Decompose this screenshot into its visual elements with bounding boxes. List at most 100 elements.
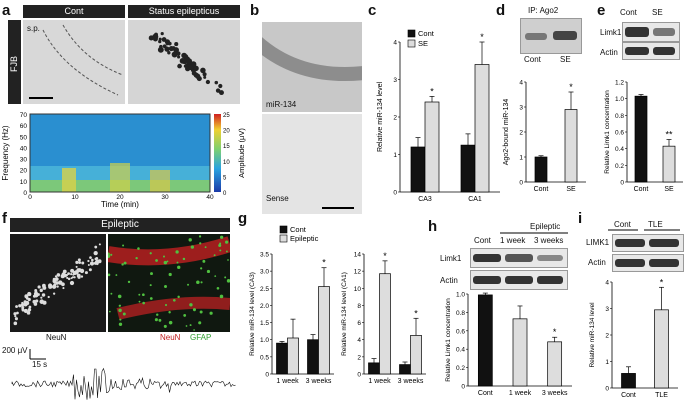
category-label: 1 week xyxy=(276,378,299,385)
chart-h: 0 0.2 0.4 0.6 0.8 1.0 Relative Limk1 concentra… xyxy=(445,292,572,397)
fjb-cont-image: s.p. xyxy=(23,20,125,104)
d-blot-cat-1: SE xyxy=(560,55,571,64)
significance-mark: * xyxy=(569,82,573,92)
panel-label-b: b xyxy=(250,2,260,19)
spec-ytick: 60 xyxy=(20,123,28,130)
ytick-label: 12 xyxy=(354,269,362,276)
i-blot-cat-0: Cont xyxy=(614,220,631,229)
bar xyxy=(379,273,391,375)
fjb-label: FJB xyxy=(9,55,19,72)
legend-swatch xyxy=(279,225,288,234)
y-axis-label: Ago2-bound miR-134 xyxy=(503,99,510,166)
e-actin-blot xyxy=(622,42,680,60)
ytick-label: 2 xyxy=(393,115,397,122)
spec-ylabel: Frequency (Hz) xyxy=(1,125,10,180)
bar xyxy=(368,362,380,375)
category-label: SE xyxy=(664,186,674,193)
spectrogram-panel: 0 10 20 30 40 50 60 70 0 10 20 30 40 0 5 10 15 20 25 Tim… xyxy=(0,108,250,210)
spec-ytick: 10 xyxy=(20,179,28,186)
y-axis-label: Relative miR-134 level (CA3) xyxy=(249,272,256,356)
category-label: 3 weeks xyxy=(542,390,568,397)
ytick-label: 0 xyxy=(357,372,361,379)
bar xyxy=(512,318,528,387)
panel-label-h: h xyxy=(428,218,438,235)
colorbar xyxy=(214,114,221,192)
ytick-label: 0 xyxy=(393,190,397,197)
ytick-label: 2.5 xyxy=(260,286,269,293)
bar xyxy=(399,364,411,375)
spec-xtick: 0 xyxy=(28,194,32,201)
category-label: CA3 xyxy=(418,196,432,203)
cbar-tick: 20 xyxy=(223,129,230,135)
panel-label-e: e xyxy=(597,2,606,19)
ytick-label: 1.0 xyxy=(260,337,269,344)
h-blot-row-1: Actin xyxy=(440,276,458,285)
ytick-label: 3 xyxy=(519,105,523,112)
y-axis-label: Relative miR-134 level (CA1) xyxy=(341,272,348,356)
spec-xlabel: Time (min) xyxy=(101,200,139,209)
h-blot-row-0: Limk1 xyxy=(440,254,462,263)
se-header: Status epilepticus xyxy=(128,5,240,18)
chart-i: 0 1 2 3 4 Relative miR-134 level Cont * TLE xyxy=(589,277,678,399)
sp-label: s.p. xyxy=(27,24,40,33)
ytick-label: 1 xyxy=(519,155,523,162)
e-blot-row-1: Actin xyxy=(600,48,618,57)
spec-ytick: 30 xyxy=(20,157,28,164)
epileptic-header: Epileptic xyxy=(10,218,230,232)
ytick-label: 14 xyxy=(354,252,362,259)
spectrogram-image xyxy=(30,114,210,192)
spec-ytick: 50 xyxy=(20,134,28,141)
category-label: TLE xyxy=(655,392,668,399)
chart-d: 0 1 2 3 4 Ago2-bound miR-134 Cont * SE xyxy=(503,80,586,193)
spec-ytick: 40 xyxy=(20,145,28,152)
spec-ytick: 70 xyxy=(20,112,28,119)
chart-c: 0 1 2 3 4 Relative miR-134 level * CA3 * CA1 ContS… xyxy=(377,29,500,203)
mir134-ish-image: miR-134 xyxy=(262,22,362,112)
spec-xtick: 40 xyxy=(206,194,214,201)
legend-label: Epileptic xyxy=(290,234,319,243)
category-label: 1 week xyxy=(509,390,532,397)
i-blot-row-1: Actin xyxy=(588,258,606,267)
e-blot-cat-0: Cont xyxy=(620,8,637,17)
y-axis-label: Relative Limk1 concentration xyxy=(604,90,611,174)
neun-image xyxy=(10,234,106,332)
bar xyxy=(410,146,426,193)
h-actin-blot xyxy=(470,270,568,290)
category-label: 3 weeks xyxy=(398,378,424,385)
scale-uv: 200 μV xyxy=(2,346,28,355)
spec-ytick: 20 xyxy=(20,168,28,175)
category-label: Cont xyxy=(621,392,636,399)
ytick-label: 4 xyxy=(357,337,361,344)
significance-mark: * xyxy=(430,86,434,96)
panel-label-d: d xyxy=(496,2,506,19)
significance-mark: * xyxy=(322,258,326,268)
ytick-label: 0.4 xyxy=(615,146,624,153)
merge-image xyxy=(108,234,230,332)
sense-label: Sense xyxy=(266,194,289,203)
fjb-se-image xyxy=(128,20,240,104)
cbar-label: Amplitude (μV) xyxy=(237,128,246,178)
i-blot-cat-1: TLE xyxy=(648,220,663,229)
cbar-tick: 0 xyxy=(223,191,227,197)
ytick-label: 3.5 xyxy=(260,252,269,259)
bar xyxy=(474,64,490,193)
ytick-label: 6 xyxy=(357,320,361,327)
significance-mark: * xyxy=(383,251,387,261)
panel-label-i: i xyxy=(578,210,583,227)
significance-mark: * xyxy=(480,32,484,42)
ytick-label: 4 xyxy=(605,280,609,287)
legend-label: Cont xyxy=(290,225,307,234)
significance-mark: ** xyxy=(665,130,673,140)
panel-label-c: c xyxy=(368,2,377,19)
bar xyxy=(477,294,493,387)
panel-label-g: g xyxy=(238,210,248,227)
category-label: Cont xyxy=(478,390,493,397)
ytick-label: 4 xyxy=(519,80,523,87)
chart-g: 0 0.5 1.0 1.5 2.0 2.5 3.0 3.5 Relative miR-134 l… xyxy=(249,225,426,385)
i-limk1-blot xyxy=(612,234,684,252)
ytick-label: 0 xyxy=(265,372,269,379)
bar xyxy=(621,373,636,389)
h-blot-cat-1: 1 week xyxy=(500,236,526,245)
h-group-label: Epileptic xyxy=(530,222,561,231)
bar xyxy=(287,337,299,375)
